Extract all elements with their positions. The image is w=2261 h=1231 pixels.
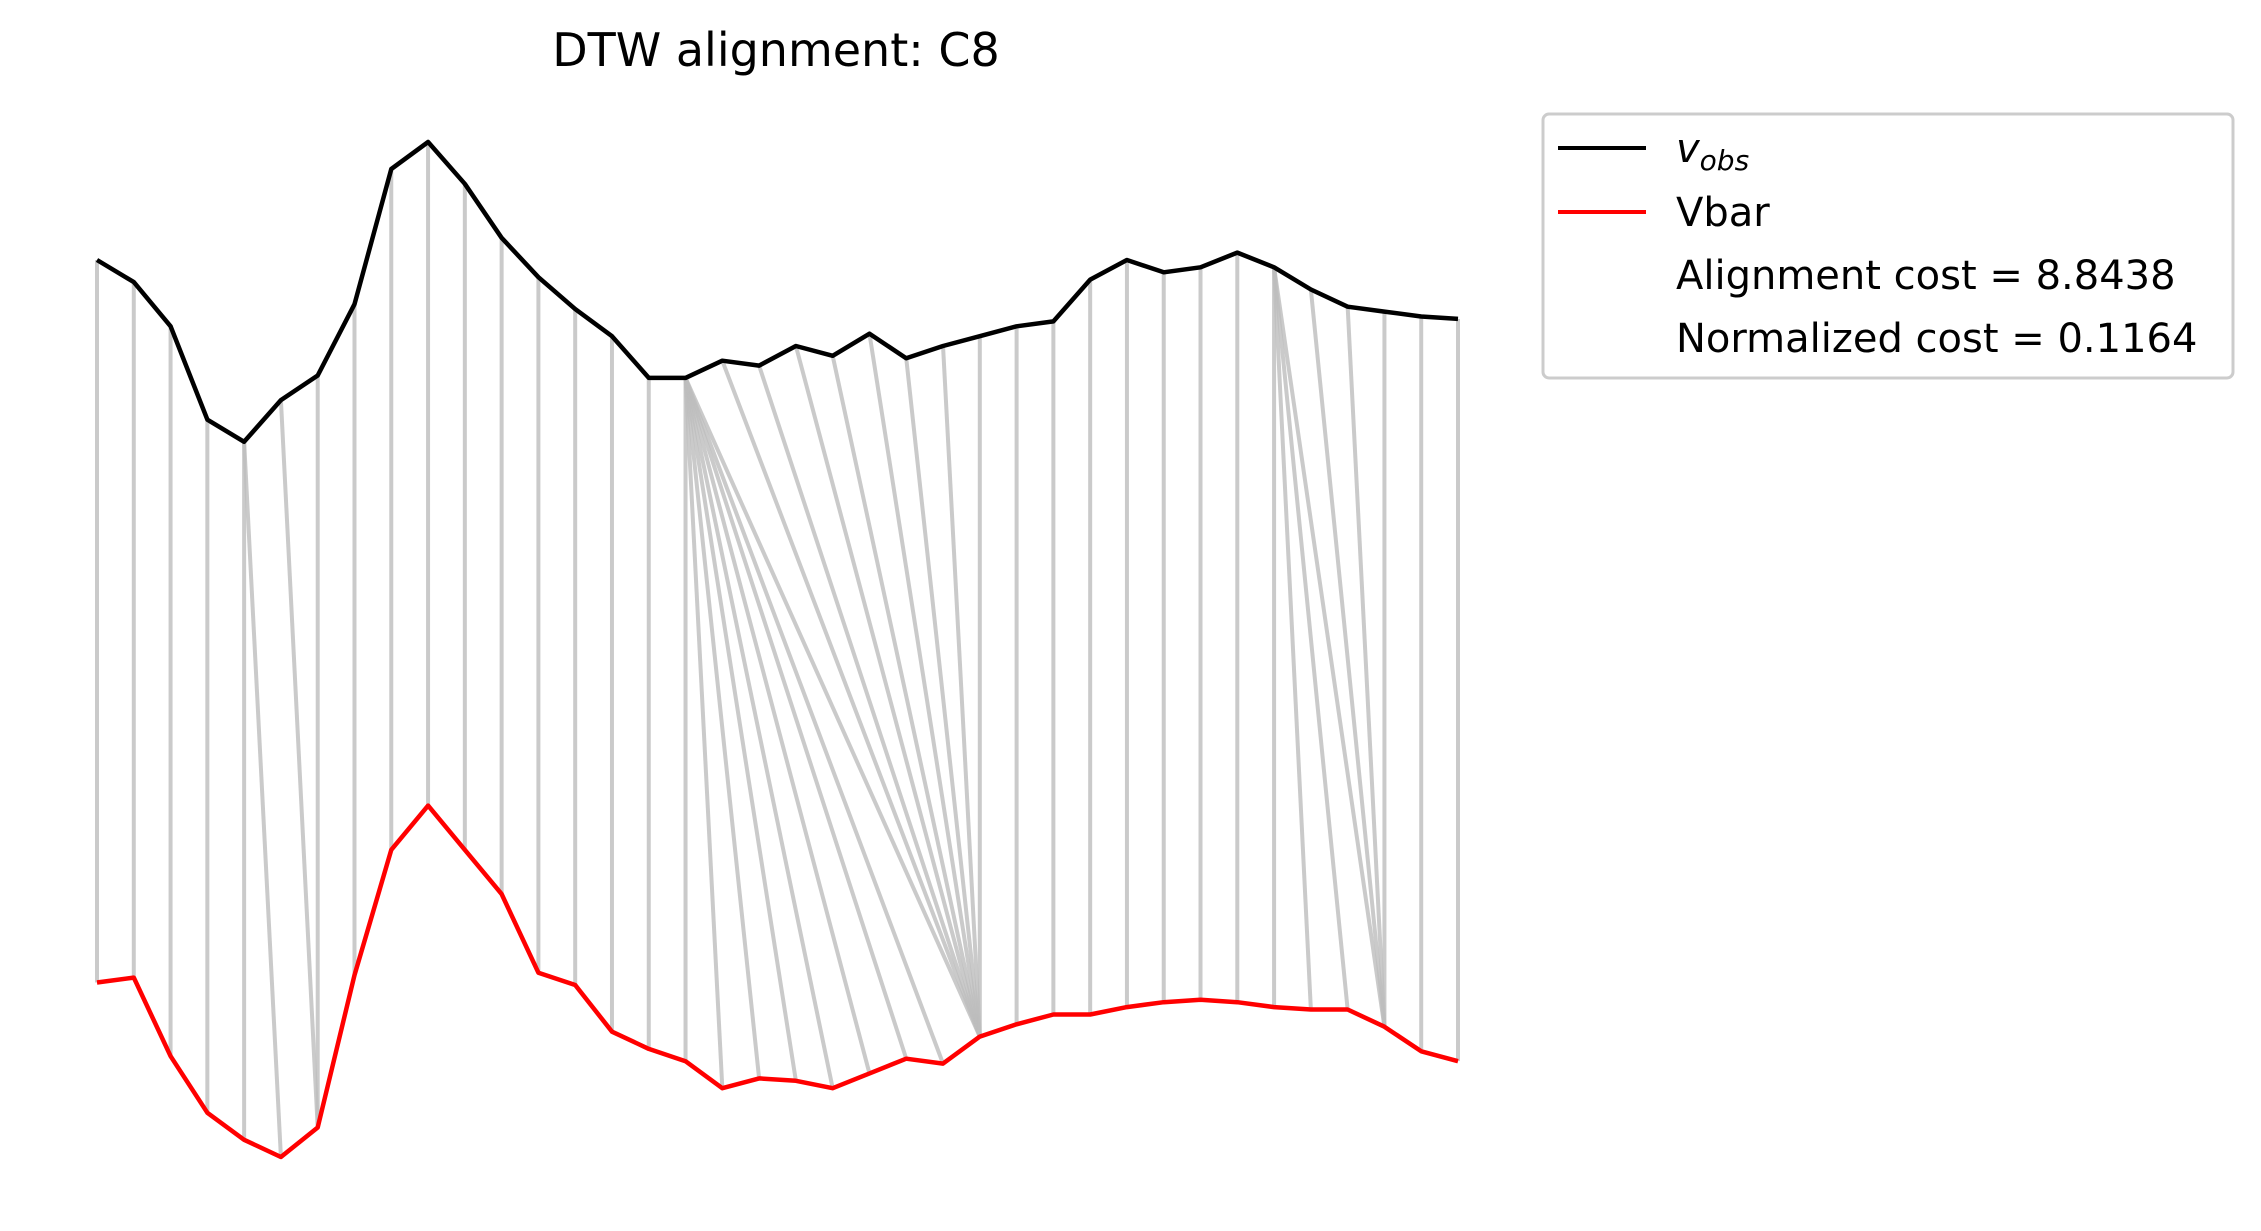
legend-label-vobs: vobs [1676,126,1749,177]
legend-frame [1541,112,2235,380]
legend-vobs-name: v [1676,126,1701,172]
series-lines [95,139,1459,1160]
alignment-line-19 [683,377,762,1079]
alignment-line-44 [1272,267,1387,1028]
alignment-line-22 [683,377,872,1074]
alignment-line-43 [1272,267,1350,1010]
alignment-line-21 [683,377,835,1089]
alignment-lines [95,142,1460,1158]
alignment-line-42 [1272,267,1313,1010]
chart-title: DTW alignment: C8 [552,23,1000,77]
legend-label-vbar: Vbar [1676,190,1770,236]
alignment-line-26 [720,360,982,1038]
alignment-line-6 [278,399,320,1128]
alignment-line-25 [683,377,982,1038]
series-line-vbar [96,803,1459,1160]
legend: vobs Vbar Alignment cost = 8.8438 Normal… [1541,112,2235,380]
alignment-line-18 [683,377,725,1089]
alignment-line-46 [1345,306,1387,1027]
alignment-line-20 [683,377,798,1082]
alignment-line-31 [904,358,982,1037]
alignment-line-23 [683,377,909,1060]
alignment-line-45 [1308,289,1387,1027]
alignment-line-32 [941,345,982,1037]
alignment-line-24 [683,377,945,1065]
alignment-line-29 [830,355,982,1037]
legend-normalized-cost: Normalized cost = 0.1164 [1676,316,2197,362]
alignment-line-27 [757,365,982,1038]
alignment-line-5 [242,441,283,1158]
alignment-line-30 [867,333,982,1037]
legend-alignment-cost: Alignment cost = 8.8438 [1676,253,2176,299]
alignment-line-28 [793,345,982,1038]
legend-vobs-subscript: obs [1700,144,1750,177]
series-line-vobs [95,139,1459,445]
